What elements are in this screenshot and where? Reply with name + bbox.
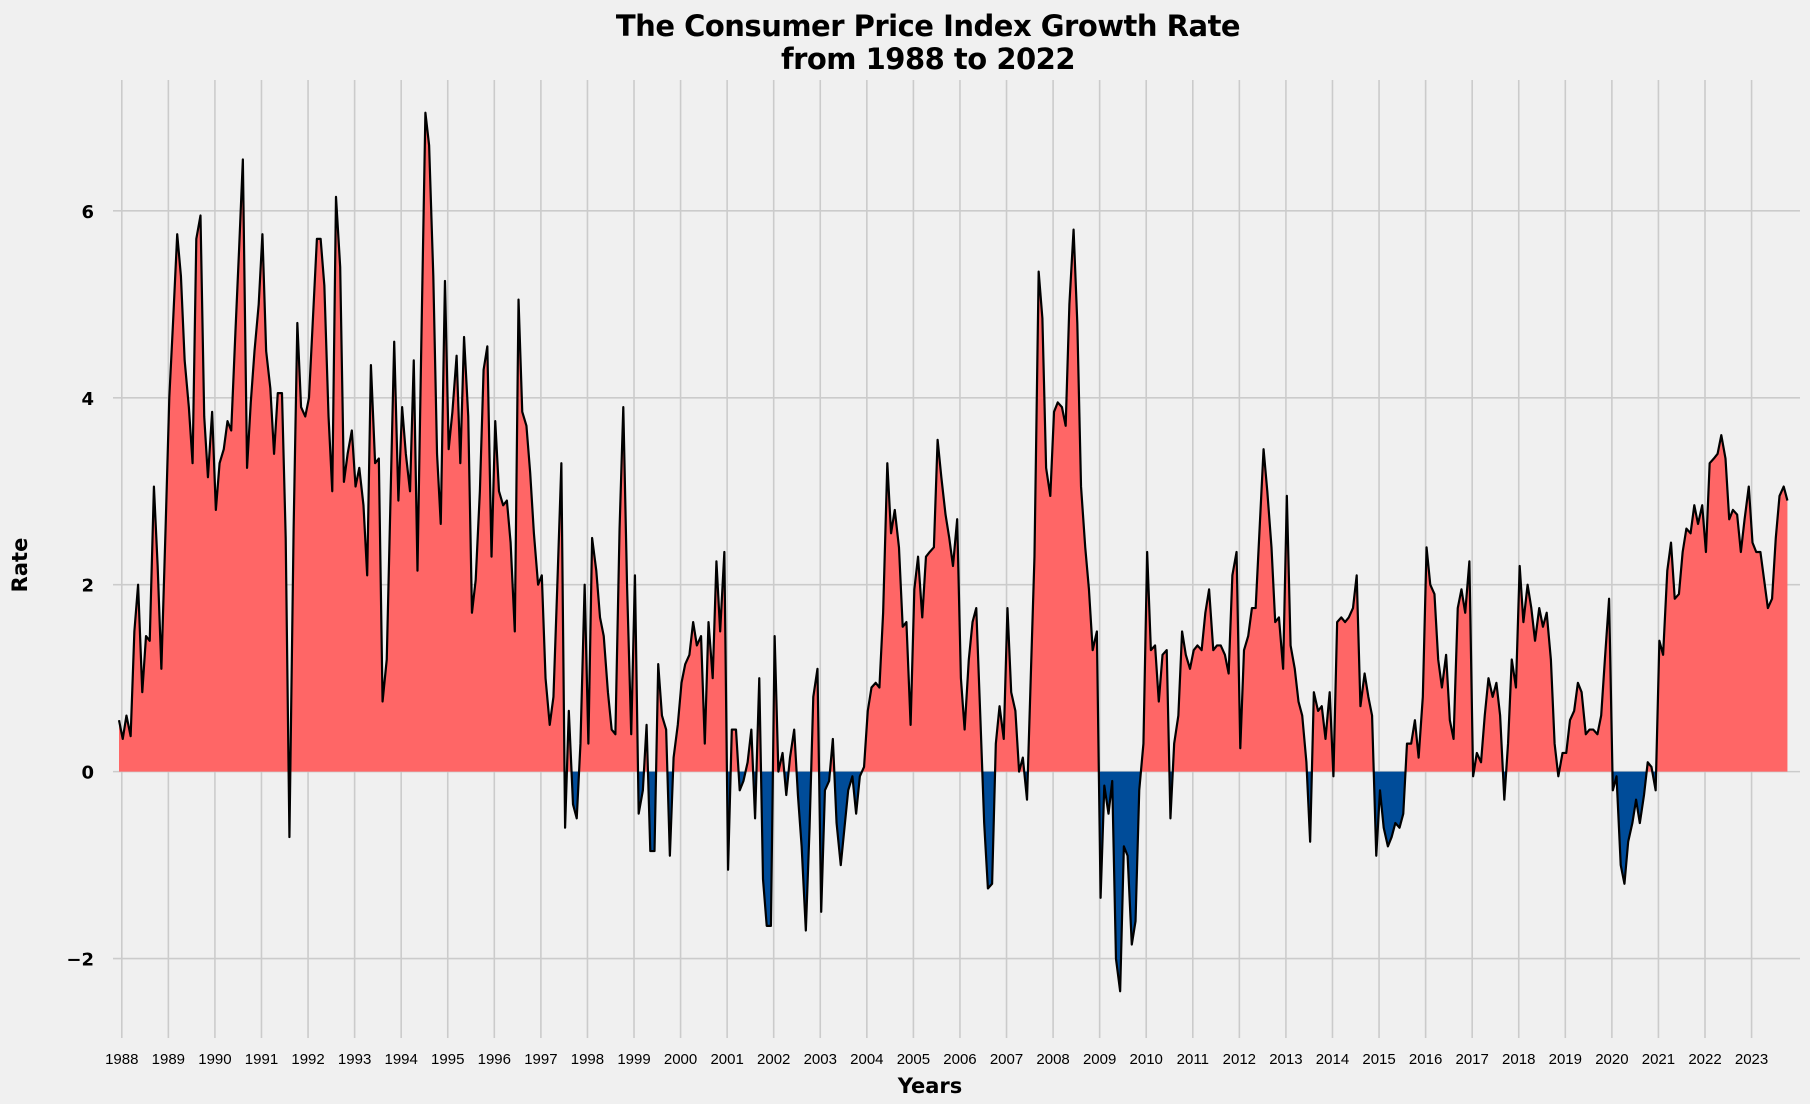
series-line [117,111,1789,993]
x-tick-label: 2002 [757,1051,790,1068]
x-tick-label: 2014 [1316,1051,1349,1068]
y-tick-label: 0 [81,763,94,784]
x-tick-label: 1991 [245,1051,278,1068]
x-tick-label: 2021 [1642,1051,1675,1068]
x-tick-label: 2018 [1502,1051,1535,1068]
x-tick-label: 2016 [1409,1051,1442,1068]
y-tick-label: 6 [81,202,94,223]
positive-area [673,551,727,772]
x-tick-label: 2020 [1595,1051,1628,1068]
y-tick-labels: −2 0 2 4 6 [66,202,94,971]
chart-title-line-1: The Consumer Price Index Growth Rate [616,9,1240,43]
x-tick-label: 2012 [1223,1051,1256,1068]
series-line-layer [117,111,1789,993]
y-axis-label: Rate [8,538,32,593]
x-tick-label: 2007 [990,1051,1023,1068]
x-tick-label: 2013 [1269,1051,1302,1068]
x-tick-label: 1990 [198,1051,231,1068]
x-tick-label: 2009 [1083,1051,1116,1068]
positive-area [1656,435,1788,772]
x-tick-label: 2001 [710,1051,743,1068]
x-tick-label: 1997 [524,1051,557,1068]
x-tick-label: 2023 [1735,1051,1768,1068]
positive-area [579,407,639,772]
chart-title-line-2: from 1988 to 2022 [781,42,1075,76]
x-tick-label: 1996 [478,1051,511,1068]
y-tick-label: −2 [66,950,94,971]
x-tick-label: 2019 [1549,1051,1582,1068]
positive-area [861,439,983,772]
x-tick-label: 2010 [1130,1051,1163,1068]
x-tick-label: 1988 [105,1051,138,1068]
x-tick-label: 2015 [1362,1051,1395,1068]
x-tick-label: 1999 [617,1051,650,1068]
x-tick-label: 1992 [291,1051,324,1068]
positive-area [1027,229,1099,772]
positive-area [1311,692,1334,772]
positive-area [772,636,785,772]
x-tick-label: 1993 [338,1051,371,1068]
y-tick-label: 4 [81,389,94,410]
x-tick-label: 1995 [431,1051,464,1068]
x-tick-label: 2006 [943,1051,976,1068]
negative-area [1098,771,1141,992]
x-tick-label: 2000 [664,1051,697,1068]
x-tick-label: 2004 [850,1051,883,1068]
x-tick-labels: 1988 1989 1990 1991 1992 1993 1994 1995 1996 1997… [105,1051,1768,1068]
x-tick-label: 2003 [804,1051,837,1068]
area-fills [119,112,1788,992]
negative-area [796,771,812,931]
x-tick-label: 1994 [384,1051,417,1068]
positive-area [1172,449,1307,772]
x-tick-label: 2022 [1688,1051,1721,1068]
positive-area [290,112,565,772]
y-tick-label: 2 [81,576,94,597]
x-axis-label: Years [897,1074,963,1098]
x-tick-label: 2005 [897,1051,930,1068]
x-tick-label: 2011 [1177,1051,1209,1068]
negative-area [1373,771,1406,856]
x-tick-label: 1989 [152,1051,185,1068]
x-tick-label: 2008 [1036,1051,1069,1068]
x-tick-label: 2017 [1455,1051,1488,1068]
x-tick-label: 1998 [571,1051,604,1068]
positive-area [119,159,289,772]
positive-area [1473,678,1503,772]
positive-area [1333,575,1374,772]
